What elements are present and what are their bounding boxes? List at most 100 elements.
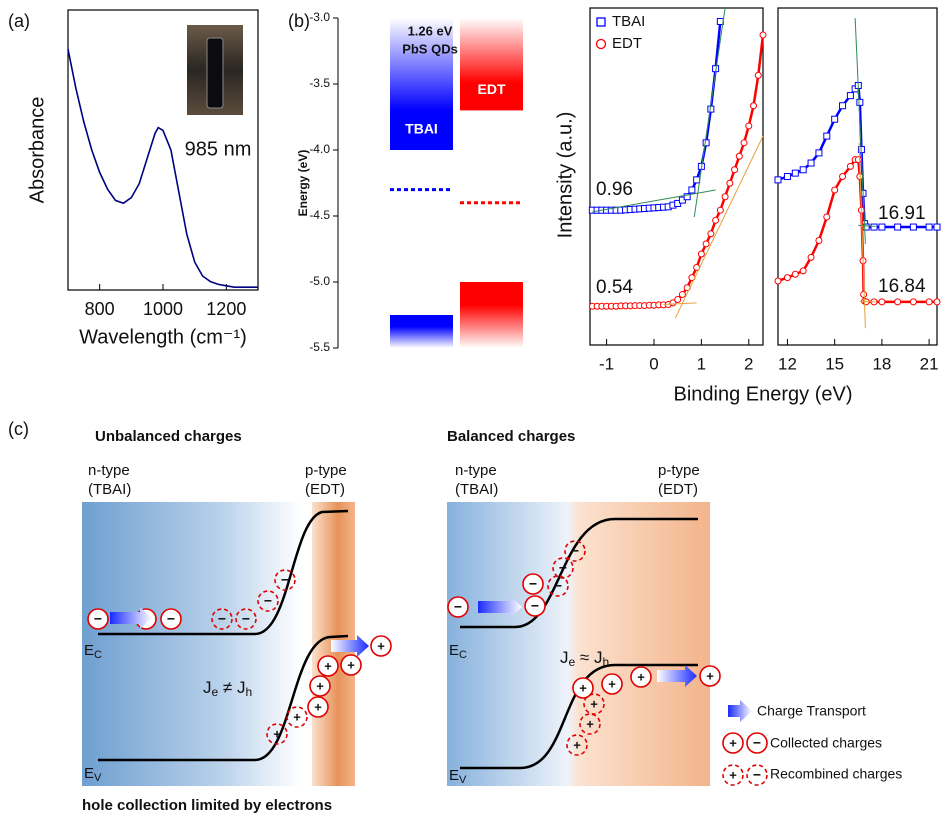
relation-sub: e (569, 655, 576, 669)
y-tick-label: -5.5 (309, 340, 330, 354)
charge-circle (547, 575, 569, 597)
marker (815, 149, 823, 157)
electron: − (160, 608, 182, 630)
hole: + (579, 713, 601, 735)
marker (807, 159, 815, 167)
charge-circle (522, 573, 544, 595)
charge-sign: + (579, 680, 587, 695)
electron: − (211, 608, 233, 630)
charge-circle (235, 608, 257, 630)
marker (909, 298, 917, 306)
marker (683, 193, 691, 201)
charge-circle (630, 666, 652, 688)
ev-main: E (84, 765, 94, 782)
marker (726, 179, 734, 187)
annotation: 0.96 (596, 179, 633, 200)
marker (702, 139, 710, 147)
y-tick-label: -4.0 (309, 142, 330, 156)
marker (799, 267, 807, 275)
p-material-label: (EDT) (305, 481, 345, 498)
transport-arrow (728, 700, 752, 722)
annotation: 0.54 (596, 277, 633, 298)
charge-circle (447, 596, 469, 618)
marker (697, 250, 705, 258)
marker (854, 156, 862, 164)
hole: + (370, 635, 392, 657)
marker (846, 162, 854, 170)
electron: − (274, 569, 296, 591)
marker (740, 139, 748, 147)
marker (860, 290, 868, 298)
x-tick-label: 800 (85, 299, 115, 319)
marker (791, 169, 799, 177)
charge-sign: + (729, 767, 737, 782)
relation-sub: h (602, 655, 609, 669)
marker (799, 166, 807, 174)
x-tick-label: 21 (920, 354, 939, 373)
charge-sign: − (264, 593, 272, 609)
charge-sign: + (637, 669, 645, 684)
marker (774, 277, 782, 285)
marker (823, 213, 831, 221)
x-tick-label: 0 (649, 354, 658, 373)
valence-band (460, 663, 698, 770)
charge-sign: − (753, 735, 761, 751)
fit-line (693, 7, 726, 218)
hole: + (566, 734, 588, 756)
spectrum-line (67, 49, 258, 288)
charge-circle (601, 673, 623, 695)
ec-label: EC (84, 642, 102, 661)
charge-sign: − (281, 572, 289, 588)
x-axis-label: Wavelength (cm⁻¹) (79, 326, 247, 348)
hole: + (307, 696, 329, 718)
charge-circle (286, 706, 308, 728)
y-axis-label: Absorbance (26, 97, 48, 204)
marker (721, 193, 729, 201)
p-type-label: p-type (658, 462, 700, 479)
n-material-label: (TBAI) (455, 481, 498, 498)
charge-circle (722, 764, 744, 786)
fit-line (858, 224, 876, 227)
charge-sign: − (454, 599, 462, 615)
charge-sign: − (242, 611, 250, 627)
hole: + (699, 665, 721, 687)
x-tick-label: -1 (599, 354, 614, 373)
x-tick-label: 15 (825, 354, 844, 373)
electron: − (87, 608, 109, 630)
y-axis-label: Energy (eV) (296, 150, 310, 217)
hole: + (722, 764, 744, 786)
marker (909, 223, 917, 231)
fit-line (859, 300, 876, 303)
charge-circle (524, 595, 546, 617)
ev-label: EV (84, 765, 102, 784)
charge-circle (160, 608, 182, 630)
n-type-label: n-type (88, 462, 130, 479)
electron: − (552, 557, 574, 579)
marker (712, 216, 720, 224)
charge-sign: − (218, 611, 226, 627)
legend-label: Recombined charges (770, 766, 902, 782)
ec-sub: C (94, 649, 102, 661)
hole: + (309, 675, 331, 697)
electron: − (746, 732, 768, 754)
series-label: EDT (478, 81, 506, 97)
marker (754, 71, 762, 79)
conduction-band (98, 509, 349, 636)
charge-circle (370, 635, 392, 657)
x-tick-label: 2 (744, 354, 753, 373)
relation-part: J (203, 678, 212, 697)
marker (759, 31, 767, 39)
legend-label: EDT (612, 35, 642, 52)
marker (831, 115, 839, 123)
electron: − (257, 590, 279, 612)
electron: − (524, 595, 546, 617)
charge-circle (552, 557, 574, 579)
charge-sign: − (167, 611, 175, 627)
charge-sign: + (324, 658, 332, 673)
marker (878, 223, 886, 231)
marker (674, 296, 682, 304)
charge-sign: − (531, 598, 539, 614)
electron: − (235, 608, 257, 630)
charge-circle (572, 677, 594, 699)
